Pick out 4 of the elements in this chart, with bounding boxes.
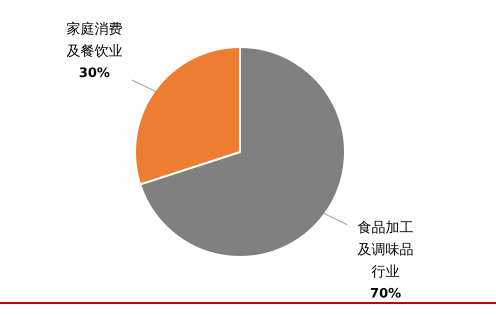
data-label: 30% (78, 66, 110, 82)
slice-label: 家庭消费及餐饮业 (66, 21, 122, 60)
data-label: 70% (370, 286, 402, 302)
slice-label: 食品加工及调味品行业 (358, 220, 414, 280)
